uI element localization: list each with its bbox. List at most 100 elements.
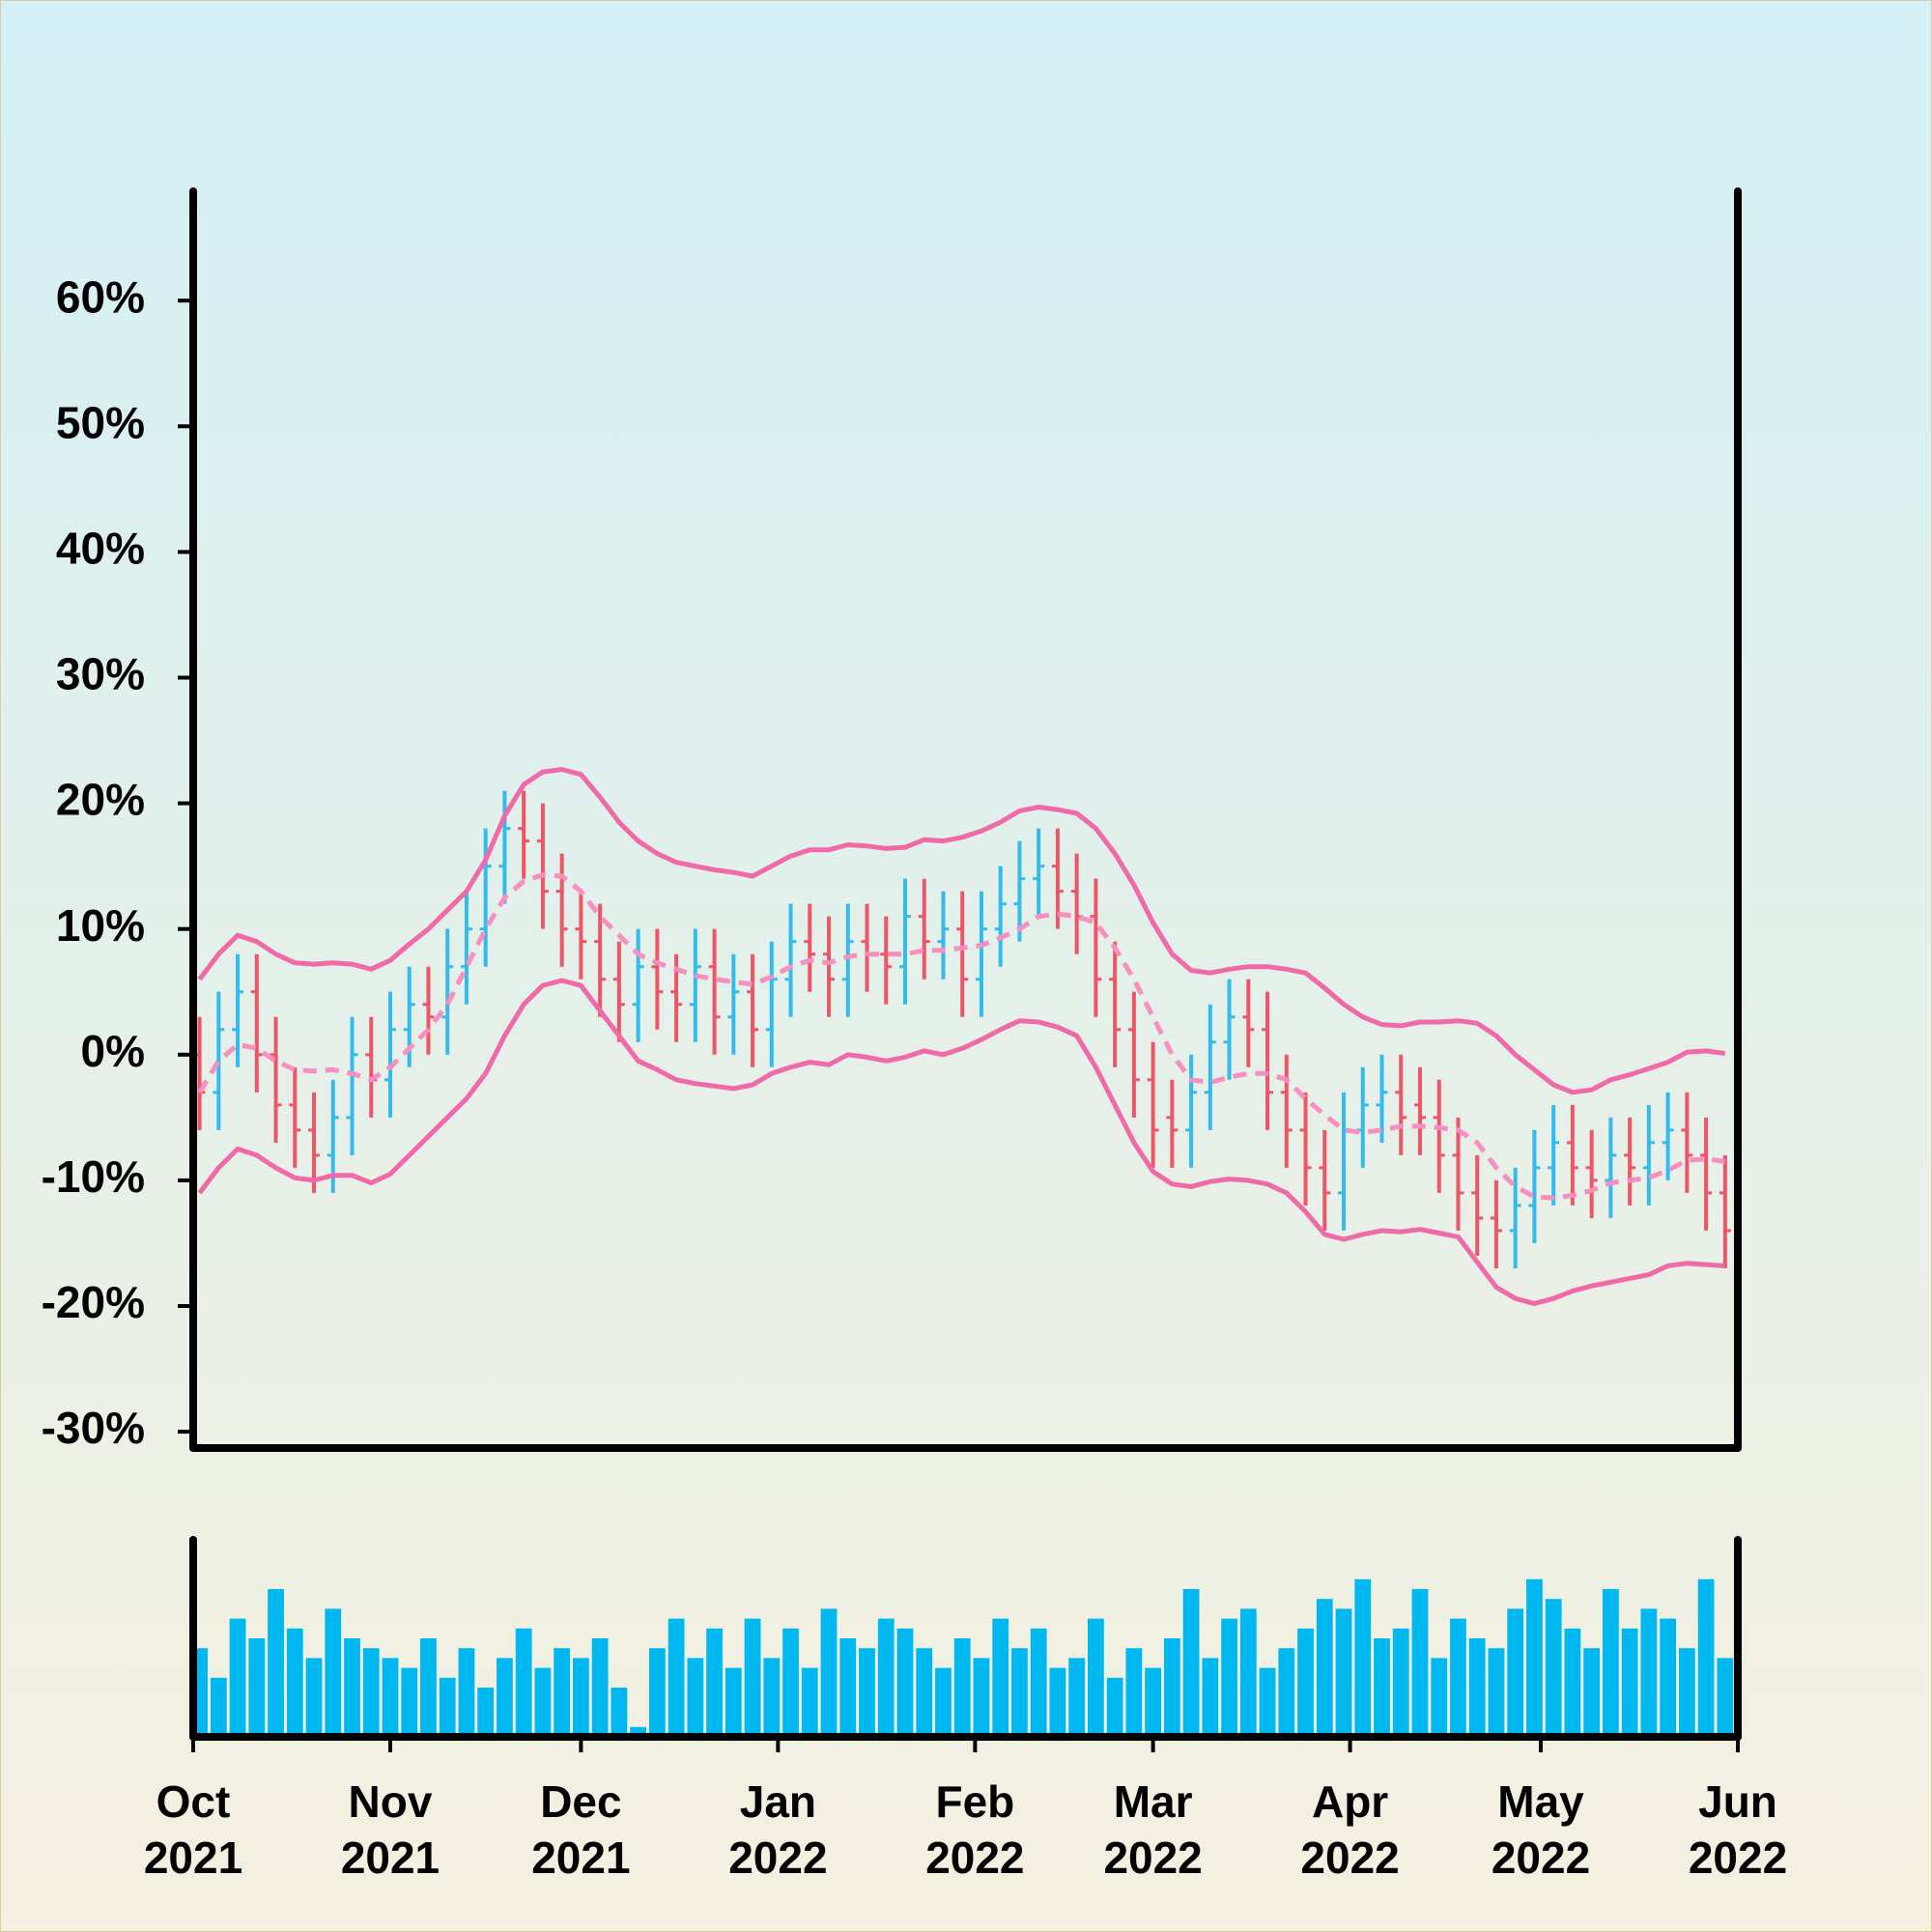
volume-bar: [1239, 1608, 1257, 1737]
volume-bar: [1507, 1608, 1524, 1737]
volume-bar: [630, 1726, 647, 1737]
volume-bar: [344, 1638, 360, 1737]
x-tick-label: May 2022: [1492, 1776, 1590, 1883]
volume-bar: [801, 1667, 818, 1737]
x-tick-label: Dec 2021: [531, 1776, 630, 1883]
volume-bar: [877, 1618, 895, 1737]
y-tick-label: 60%: [56, 271, 145, 322]
volume-bar: [1068, 1658, 1086, 1737]
x-tick-label: Mar 2022: [1103, 1776, 1202, 1883]
x-tick-label-line: Nov: [349, 1776, 433, 1827]
volume-bar: [458, 1648, 475, 1737]
volume-bar: [1145, 1667, 1162, 1737]
volume-bar: [248, 1638, 266, 1737]
volume-bar: [382, 1658, 399, 1737]
volume-bar: [439, 1677, 456, 1737]
volume-bar: [1316, 1599, 1333, 1737]
volume-bar: [534, 1667, 552, 1737]
volume-bar: [362, 1648, 380, 1737]
volume-bar: [325, 1608, 342, 1737]
volume-bar: [210, 1677, 227, 1737]
x-tick-label-line: 2022: [728, 1833, 827, 1883]
volume-bar: [935, 1667, 952, 1737]
volume-bar: [1088, 1618, 1104, 1737]
x-tick-label-line: Jan: [740, 1776, 816, 1827]
volume-bar: [1297, 1628, 1314, 1737]
x-tick-label-line: Apr: [1312, 1776, 1388, 1827]
volume-bar: [1526, 1578, 1543, 1737]
volume-bar: [724, 1667, 742, 1737]
y-tick-label: -10%: [42, 1151, 145, 1202]
volume-bar: [668, 1618, 685, 1737]
volume-bar: [1202, 1658, 1219, 1737]
volume-bar: [611, 1688, 628, 1737]
volume-bar: [1392, 1628, 1409, 1737]
volume-bar: [763, 1658, 781, 1737]
volume-bar: [859, 1648, 875, 1737]
x-tick-label: Jan 2022: [728, 1776, 827, 1883]
x-tick-label-line: May: [1497, 1776, 1584, 1827]
volume-bar: [1660, 1618, 1677, 1737]
volume-bar: [1011, 1648, 1028, 1737]
volume-bar: [1125, 1648, 1143, 1737]
volume-bar: [591, 1638, 609, 1737]
x-tick-label-line: 2022: [1103, 1833, 1202, 1883]
x-tick-label-line: Jun: [1698, 1776, 1777, 1827]
x-tick-label: Apr 2022: [1300, 1776, 1399, 1883]
x-tick-label-line: 2021: [531, 1833, 630, 1883]
volume-bar: [1697, 1578, 1715, 1737]
y-tick-label: 0%: [81, 1026, 145, 1076]
x-tick-label-line: 2022: [925, 1833, 1024, 1883]
volume-bar: [1221, 1618, 1237, 1737]
volume-bar: [687, 1658, 704, 1737]
upper-band: [197, 767, 1726, 1095]
volume-bar: [305, 1658, 323, 1737]
volume-bar: [953, 1638, 971, 1737]
x-tick-label-line: Dec: [540, 1776, 621, 1827]
x-tick-label: Jun 2022: [1689, 1776, 1787, 1883]
x-tick-label-line: 2022: [1689, 1833, 1787, 1883]
volume-bar: [401, 1667, 418, 1737]
volume-bar: [1583, 1648, 1601, 1737]
volume-bar: [1374, 1638, 1390, 1737]
volume-bar: [1030, 1628, 1047, 1737]
volume-bar: [286, 1628, 303, 1737]
y-tick-label: 10%: [56, 900, 145, 951]
volume-bar: [268, 1589, 284, 1737]
volume-bar: [839, 1638, 857, 1737]
y-tick-label: 30%: [56, 649, 145, 699]
volume-bar: [1545, 1599, 1562, 1737]
volume-bar: [1259, 1667, 1276, 1737]
volume-bar: [820, 1608, 838, 1737]
volume-bar: [1621, 1628, 1638, 1737]
volume-bar: [1335, 1608, 1352, 1737]
x-tick-label: Feb 2022: [925, 1776, 1024, 1883]
x-tick-label-line: Feb: [935, 1776, 1014, 1827]
x-tick-label-line: 2022: [1492, 1833, 1590, 1883]
x-tick-label-line: 2022: [1300, 1833, 1399, 1883]
volume-bar: [648, 1648, 666, 1737]
x-tick-label: Oct 2021: [144, 1776, 242, 1883]
x-tick-label-line: Oct: [156, 1776, 231, 1827]
volume-bar: [1106, 1677, 1123, 1737]
volume-bar: [1603, 1589, 1619, 1737]
volume-bar: [1488, 1648, 1505, 1737]
volume-bar: [477, 1688, 495, 1737]
x-tick-label-line: Mar: [1114, 1776, 1193, 1827]
volume-bar: [1049, 1667, 1066, 1737]
x-tick-label-line: 2021: [144, 1833, 242, 1883]
x-tick-label: Nov 2021: [341, 1776, 440, 1883]
volume-bar: [744, 1618, 761, 1737]
volume-bar: [497, 1658, 513, 1737]
y-tick-label: -20%: [42, 1277, 145, 1327]
volume-bar: [1678, 1648, 1695, 1737]
volume-bar: [1450, 1618, 1466, 1737]
y-tick-label: 40%: [56, 524, 145, 574]
volume-bar: [782, 1628, 799, 1737]
volume-bar: [992, 1618, 1009, 1737]
volume-bar: [1431, 1658, 1448, 1737]
volume-bar: [554, 1648, 571, 1737]
volume-bar: [1468, 1638, 1486, 1737]
